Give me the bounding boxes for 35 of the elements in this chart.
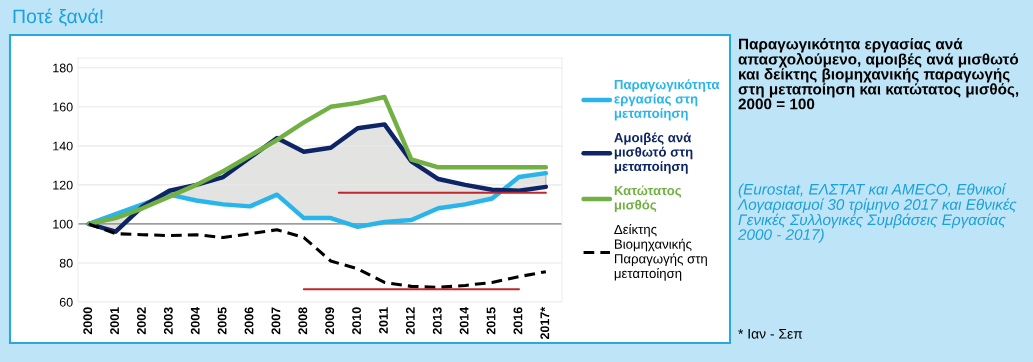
legend-label: Κατώτατος μισθός xyxy=(614,185,682,213)
x-tick-label: 2006 xyxy=(244,307,254,335)
x-tick-label: 2002 xyxy=(137,307,146,335)
x-tick-label: 2016 xyxy=(513,307,523,335)
text: Παραγωγικότητα εργασίας ανά απασχολούμενο, αμοιβές ανά μισθωτό και δείκτης βιομηχανικής παραγωγής στη μεταποίηση και κατώτατος μισθός, 2000 = 100 xyxy=(738,38,1019,110)
legend-label: Δείκτης Βιομηχανικής Παραγωγής στη μεταποίηση xyxy=(614,224,707,281)
x-tick-label: 2009 xyxy=(325,307,335,335)
chart-title: Ποτέ ξανά! xyxy=(13,8,103,27)
y-tick-label: 60 xyxy=(59,297,73,307)
y-tick-label: 180 xyxy=(53,63,73,73)
x-tick-label: 2000 xyxy=(83,307,93,335)
legend-label: Αμοιβές ανά μισθωτό στη μεταποίηση xyxy=(614,132,693,174)
x-tick-label: 2005 xyxy=(217,307,227,335)
x-tick-label: 2007 xyxy=(271,307,281,335)
x-tick-label: 2001 xyxy=(110,307,119,335)
y-tick-label: 120 xyxy=(53,180,73,190)
x-tick-label: 2014 xyxy=(459,306,469,335)
x-tick-label: 2008 xyxy=(298,307,308,335)
line-series xyxy=(86,94,549,227)
x-tick-label: 2003 xyxy=(163,307,173,335)
x-tick-label: 2004 xyxy=(190,306,200,335)
x-tick-label: 2012 xyxy=(405,307,415,335)
line-series xyxy=(87,222,548,289)
x-tick-label: 2017* xyxy=(540,306,550,340)
legend-label: Παραγωγικότητα εργασίας στη μεταποίηση xyxy=(614,79,720,121)
x-tick-label: 2010 xyxy=(352,307,361,335)
x-tick-label: 2015 xyxy=(486,307,496,335)
x-tick-label: 2013 xyxy=(432,307,442,335)
y-tick-label: 100 xyxy=(53,219,73,229)
text: * Ιαν - Σεπ xyxy=(738,329,803,339)
y-tick-label: 140 xyxy=(53,141,73,151)
text: (Eurostat, ΕΛΣΤΑΤ και AMECO, Εθνικοί Λογαριασμοί 30 τρίμηνο 2017 και Εθνικές Γενικές Συλλογικές Συμβάσεις Εργασίας 2000 - 2017) xyxy=(737,182,1017,243)
x-tick-label: 2011 xyxy=(379,307,388,334)
y-tick-label: 80 xyxy=(59,258,73,268)
y-tick-label: 160 xyxy=(53,102,73,112)
